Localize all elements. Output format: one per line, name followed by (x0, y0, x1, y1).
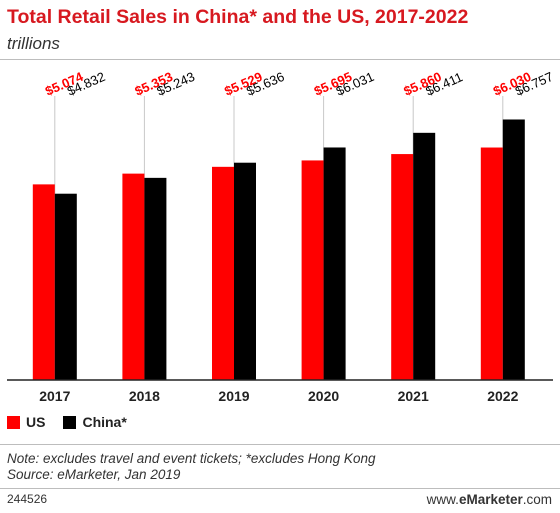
x-tick-2018: 2018 (129, 388, 160, 404)
notes-divider (0, 444, 560, 445)
bar-us-2022 (480, 147, 503, 380)
legend-swatch-us (7, 415, 20, 429)
legend: US China* (7, 414, 145, 430)
bar-us-2017 (32, 184, 55, 380)
value-labels: $5.074$4.832 $5.353$5.243 $5.529$5.636 $5.6… (43, 69, 555, 99)
chart-id: 244526 (7, 492, 48, 506)
bar-us-2020 (301, 160, 324, 380)
brand-url: www.eMarketer.com (427, 492, 552, 507)
legend-item-us: US (7, 414, 45, 430)
brand-name: eMarketer (458, 492, 523, 507)
bar-us-2019 (212, 166, 234, 380)
note-text: Note: excludes travel and event tickets;… (7, 451, 376, 466)
legend-label-china: China* (82, 414, 127, 430)
title-divider (0, 59, 560, 60)
bar-china-2018 (144, 177, 167, 380)
x-tick-labels: 2017 2018 2019 2020 2021 2022 (39, 388, 518, 404)
chart-subtitle: trillions (7, 34, 60, 53)
bar-us-2021 (391, 154, 414, 380)
x-tick-2017: 2017 (39, 388, 70, 404)
brand-prefix: www. (426, 492, 459, 507)
legend-swatch-china (63, 415, 77, 429)
bar-china-2017 (54, 193, 77, 380)
bar-us-2018 (122, 173, 145, 380)
bar-china-2021 (413, 132, 436, 380)
x-tick-2022: 2022 (487, 388, 518, 404)
bar-chart: 2017 2018 2019 2020 2021 2022 $5.074$4.832 $5.… (7, 69, 555, 404)
footer-divider (0, 488, 560, 489)
notes: Note: excludes travel and event tickets;… (7, 451, 375, 483)
guide-lines (54, 96, 504, 380)
legend-item-china: China* (63, 414, 127, 430)
bars (32, 119, 525, 381)
bar-china-2020 (323, 147, 346, 380)
x-tick-2019: 2019 (218, 388, 249, 404)
brand-suffix: .com (522, 492, 552, 507)
chart-title: Total Retail Sales in China* and the US,… (7, 6, 469, 28)
bar-china-2022 (502, 119, 525, 381)
legend-label-us: US (26, 414, 46, 430)
source-text: Source: eMarketer, Jan 2019 (7, 467, 181, 482)
x-tick-2021: 2021 (398, 388, 429, 404)
bar-china-2019 (234, 162, 256, 380)
x-tick-2020: 2020 (308, 388, 339, 404)
